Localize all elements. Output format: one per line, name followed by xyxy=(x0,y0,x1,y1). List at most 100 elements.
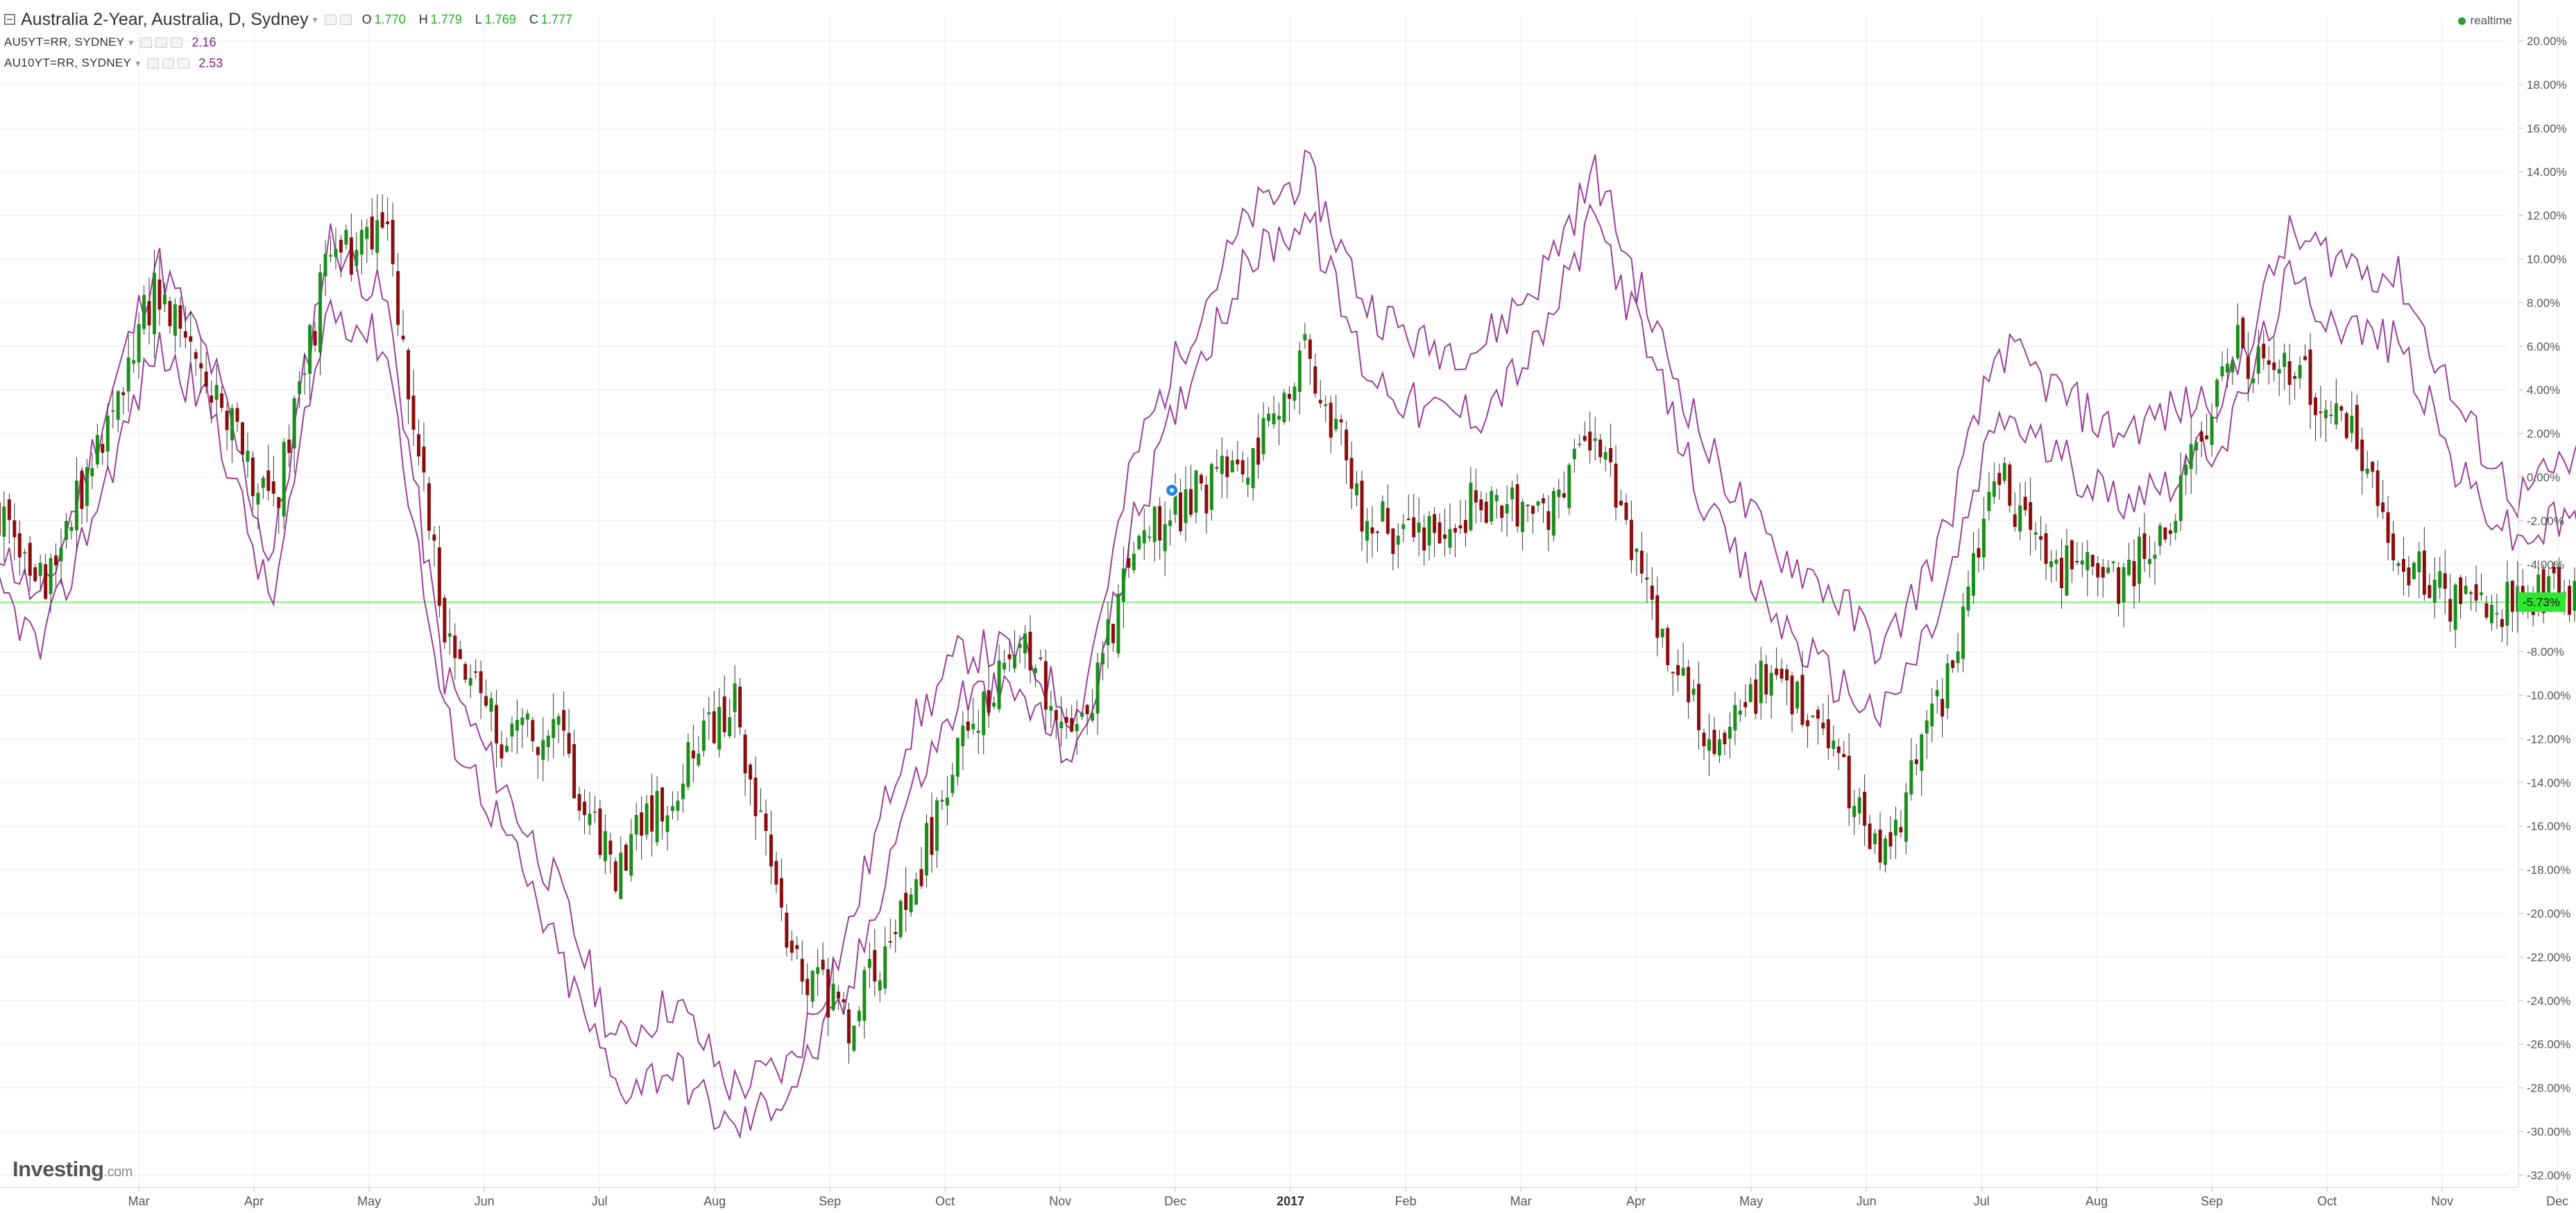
candle-body xyxy=(437,547,441,606)
candle xyxy=(2308,333,2312,429)
candle-body xyxy=(749,764,753,780)
price-tick-label: 0.00% xyxy=(2527,471,2560,484)
candle-body xyxy=(359,230,364,255)
close-icon[interactable] xyxy=(178,58,190,69)
price-tick-label: -22.00% xyxy=(2527,951,2570,964)
candle xyxy=(2117,562,2121,617)
candle xyxy=(650,773,654,857)
candle xyxy=(2277,359,2281,396)
candle xyxy=(339,235,343,278)
candle-body xyxy=(2220,366,2224,377)
candle xyxy=(1204,476,1209,534)
candle-body xyxy=(795,945,799,949)
settings-icon[interactable] xyxy=(324,14,336,25)
brand-name: Investing xyxy=(12,1157,104,1181)
candle-body xyxy=(785,912,789,948)
time-tick-label: Jun xyxy=(1857,1194,1877,1208)
candle xyxy=(241,422,244,462)
candle-body xyxy=(1121,568,1125,602)
candle xyxy=(2355,394,2359,451)
candle-body xyxy=(764,813,768,832)
candle-body xyxy=(1308,339,1312,359)
candle xyxy=(1236,440,1240,472)
candle-body xyxy=(961,725,965,746)
candle xyxy=(919,847,923,889)
candle xyxy=(971,697,975,734)
candle xyxy=(759,788,762,812)
candle-body xyxy=(2422,550,2426,595)
candle xyxy=(810,970,814,1008)
candle-body xyxy=(1863,791,1867,826)
series-name[interactable]: AU10YT=RR, SYDNEY xyxy=(4,56,132,69)
candle-body xyxy=(1220,456,1224,474)
candle-body xyxy=(1717,739,1721,756)
candle xyxy=(33,564,37,583)
candle xyxy=(1981,497,1986,570)
candle xyxy=(2391,521,2396,571)
candle-body xyxy=(769,834,773,867)
candle-body xyxy=(12,520,17,537)
price-tick-label: 16.00% xyxy=(2527,122,2567,135)
settings-icon[interactable] xyxy=(155,37,168,48)
price-axis[interactable]: 20.00% 18.00% 16.00% 14.00% 12.00% 10.00% 8.00… xyxy=(2518,0,2570,1187)
chevron-down-icon[interactable]: ▾ xyxy=(312,13,318,25)
candle xyxy=(2090,554,2095,576)
candle-body xyxy=(1412,517,1416,537)
candle-body xyxy=(790,940,794,953)
event-marker[interactable] xyxy=(1165,483,1179,497)
candle-body xyxy=(1116,594,1120,654)
candle xyxy=(287,424,291,467)
candle-body xyxy=(567,732,571,754)
series-name[interactable]: AU5YT=RR, SYDNEY xyxy=(4,35,125,49)
visibility-icon[interactable] xyxy=(140,37,153,48)
time-axis[interactable]: Mar Apr May Jun Jul Aug Sep Oct Nov Dec 2017 Feb Mar… xyxy=(0,1187,2568,1208)
candle xyxy=(250,451,255,511)
candle-body xyxy=(1748,684,1752,703)
candle xyxy=(230,404,234,463)
visibility-icon[interactable] xyxy=(147,58,160,69)
candle xyxy=(1914,743,1918,775)
time-tick-label: Sep xyxy=(819,1194,841,1208)
candle-body xyxy=(1272,413,1276,424)
candle xyxy=(504,737,509,753)
candle xyxy=(2272,337,2276,382)
chevron-down-icon[interactable]: ▾ xyxy=(135,57,141,69)
candle xyxy=(1277,402,1281,445)
candle xyxy=(2184,455,2188,495)
candle-body xyxy=(318,272,323,353)
candle-body xyxy=(1712,730,1716,755)
candle xyxy=(401,310,405,343)
chevron-down-icon[interactable]: ▾ xyxy=(128,36,134,48)
candle xyxy=(484,679,488,709)
candle xyxy=(873,929,877,997)
candle xyxy=(432,526,436,567)
candle xyxy=(826,957,830,1037)
candle-body xyxy=(2194,442,2199,451)
time-tick-label: Oct xyxy=(935,1194,955,1208)
close-icon[interactable] xyxy=(171,37,183,48)
candle xyxy=(805,963,810,1015)
candle xyxy=(982,690,986,755)
candle xyxy=(2443,549,2447,614)
candle-body xyxy=(391,220,395,264)
candle xyxy=(2158,522,2162,556)
instrument-title[interactable]: Australia 2-Year, Australia, D, Sydney xyxy=(21,9,309,29)
candle-body xyxy=(1385,508,1390,534)
candle-body xyxy=(650,795,654,832)
candle xyxy=(2215,378,2219,423)
candle xyxy=(2070,539,2074,583)
candle-body xyxy=(1541,498,1545,504)
settings-icon[interactable] xyxy=(162,58,175,69)
candle-body xyxy=(701,721,706,751)
collapse-legend-icon[interactable] xyxy=(4,14,15,25)
candle-body xyxy=(2510,580,2514,612)
candle-body xyxy=(1256,438,1261,465)
candle-body xyxy=(1769,673,1773,696)
candle-body xyxy=(2033,532,2038,535)
candle xyxy=(2480,573,2484,601)
candle xyxy=(422,422,426,492)
candle xyxy=(256,483,260,530)
close-icon[interactable] xyxy=(339,14,352,25)
time-tick-label: Aug xyxy=(2085,1194,2108,1208)
